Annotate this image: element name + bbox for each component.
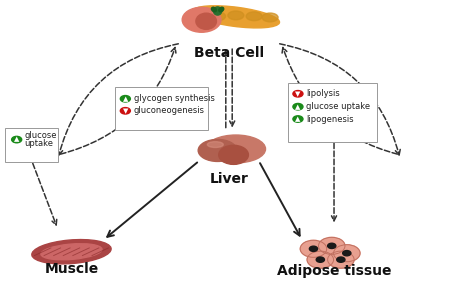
Ellipse shape — [210, 12, 226, 21]
Ellipse shape — [41, 244, 102, 260]
Circle shape — [337, 257, 345, 262]
Ellipse shape — [196, 13, 217, 29]
Text: ▲: ▲ — [14, 137, 19, 142]
Text: uptake: uptake — [24, 139, 54, 148]
Ellipse shape — [213, 7, 222, 15]
Ellipse shape — [219, 7, 224, 12]
Circle shape — [293, 116, 303, 122]
Text: glucose: glucose — [24, 131, 57, 140]
Text: glucose uptake: glucose uptake — [306, 102, 370, 111]
Text: ▼: ▼ — [295, 91, 300, 97]
Text: ▼: ▼ — [123, 108, 128, 114]
Ellipse shape — [246, 12, 262, 21]
Ellipse shape — [192, 6, 279, 28]
Ellipse shape — [307, 251, 333, 268]
Text: glycogen synthesis: glycogen synthesis — [134, 94, 214, 103]
Circle shape — [293, 104, 303, 110]
Circle shape — [343, 250, 351, 256]
Ellipse shape — [333, 245, 360, 262]
Circle shape — [309, 246, 317, 251]
Text: ▲: ▲ — [123, 96, 128, 102]
Text: Adipose tissue: Adipose tissue — [277, 264, 391, 278]
Text: Liver: Liver — [210, 172, 248, 186]
Circle shape — [120, 108, 131, 114]
Ellipse shape — [300, 240, 327, 257]
Circle shape — [293, 91, 303, 97]
Text: lipolysis: lipolysis — [306, 89, 340, 98]
Circle shape — [327, 243, 336, 248]
Ellipse shape — [206, 135, 266, 163]
Ellipse shape — [262, 13, 278, 22]
Ellipse shape — [182, 7, 221, 32]
Ellipse shape — [207, 142, 224, 148]
Ellipse shape — [219, 145, 248, 164]
Circle shape — [316, 257, 324, 262]
FancyBboxPatch shape — [115, 87, 208, 130]
Text: ▲: ▲ — [295, 104, 300, 110]
Text: Muscle: Muscle — [44, 262, 98, 276]
Ellipse shape — [327, 251, 354, 268]
Text: ▲: ▲ — [295, 116, 300, 122]
Ellipse shape — [198, 140, 237, 161]
Ellipse shape — [32, 240, 111, 264]
Circle shape — [11, 136, 22, 143]
Text: lipogenesis: lipogenesis — [306, 114, 354, 124]
FancyBboxPatch shape — [289, 83, 377, 142]
Ellipse shape — [212, 7, 217, 12]
Circle shape — [120, 96, 131, 102]
Text: gluconeogenesis: gluconeogenesis — [134, 106, 205, 115]
Ellipse shape — [318, 237, 345, 254]
FancyBboxPatch shape — [5, 128, 58, 162]
Text: Beta Cell: Beta Cell — [194, 46, 264, 60]
Ellipse shape — [228, 11, 244, 20]
